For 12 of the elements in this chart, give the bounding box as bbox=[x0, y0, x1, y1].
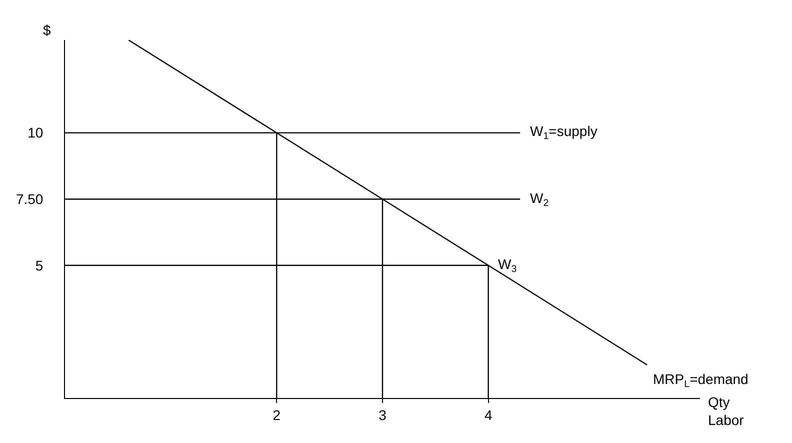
y-tick-label: 7.50 bbox=[16, 191, 44, 208]
series-label: MRP$_{L}$=demand bbox=[653, 371, 748, 390]
x-tick-label: 4 bbox=[484, 406, 492, 423]
y-tick-label: 10 bbox=[28, 124, 44, 141]
series-label: W$_{3}$ bbox=[498, 256, 518, 275]
series-label: W$_{2}$ bbox=[530, 190, 549, 209]
x-tick-label: 2 bbox=[272, 406, 281, 423]
x-tick-label: 3 bbox=[378, 406, 387, 423]
series-label: W$_{1}$=supply bbox=[530, 123, 598, 142]
y-axis-title: $ bbox=[43, 22, 51, 38]
y-tick-label: 5 bbox=[35, 257, 44, 274]
x-axis-title: Qty Labor bbox=[708, 394, 744, 428]
